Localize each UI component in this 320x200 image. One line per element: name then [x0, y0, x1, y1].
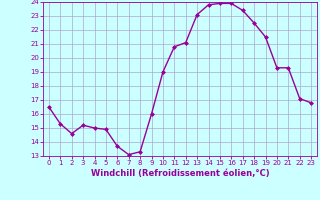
- X-axis label: Windchill (Refroidissement éolien,°C): Windchill (Refroidissement éolien,°C): [91, 169, 269, 178]
